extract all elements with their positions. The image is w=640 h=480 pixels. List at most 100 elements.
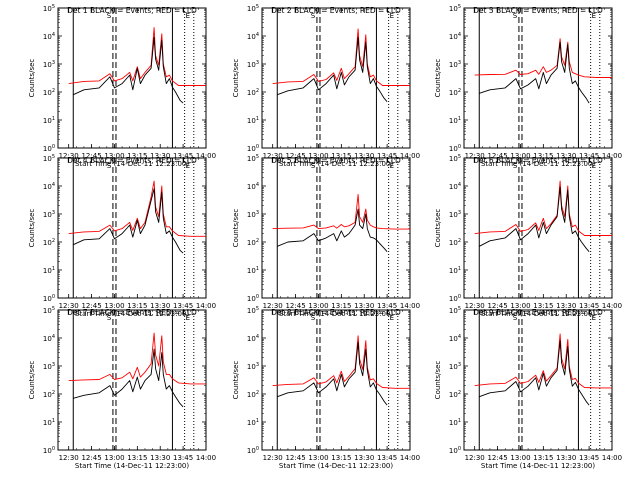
y-axis-label: Counts/sec: [28, 209, 36, 248]
x-tick-label: 13:30: [556, 302, 576, 310]
x-tick-label: 12:30: [59, 152, 79, 160]
x-tick-label: 13:00: [510, 454, 530, 462]
panel-title: Det 1 BLACK = Events, RED = LLD: [67, 6, 197, 15]
series-group: [474, 180, 612, 252]
y-tick-label: 101: [449, 418, 461, 427]
plot-frame: [261, 157, 411, 299]
x-tick-label: 13:45: [377, 152, 397, 160]
y-tick-label: 104: [449, 32, 461, 41]
y-tick-label: 102: [247, 390, 259, 399]
panel-title: Det 2 BLACK = Events, RED = LLD: [271, 6, 401, 15]
x-tick-label: 13:00: [308, 302, 328, 310]
marker-label-e: E: [186, 162, 190, 170]
x-tick-label: 13:00: [104, 152, 124, 160]
plot-frame: [57, 7, 207, 149]
x-axis-label: Start Time (14-Dec-11 12:23:00): [279, 462, 393, 470]
y-tick-label: 103: [449, 60, 461, 69]
panel-det-2: Det 2 BLACK = Events, RED = LLD 100 101 102…: [232, 4, 420, 168]
marker-label-s: S: [311, 12, 316, 20]
y-tick-label: 101: [247, 116, 259, 125]
panel-det-7: Det 7 BLACK = Events, RED = LLD 100 101 102…: [28, 306, 216, 470]
series-group: [474, 333, 612, 406]
marker-label-e: E: [390, 314, 394, 322]
y-tick-label: 103: [449, 362, 461, 371]
x-tick-label: 13:30: [556, 152, 576, 160]
series-lld-line: [474, 38, 612, 78]
y-tick-label: 100: [247, 144, 259, 153]
y-tick-label: 100: [43, 294, 55, 303]
y-tick-label: 102: [449, 88, 461, 97]
y-tick-label: 105: [449, 4, 461, 13]
marker-label-s: S: [107, 12, 112, 20]
series-events-line: [277, 341, 388, 406]
marker-label-s: S: [107, 162, 112, 170]
panel-title: Det 9 BLACK = Events, RED = LLD: [473, 308, 603, 317]
x-tick-label: 13:45: [579, 302, 599, 310]
x-tick-label: 13:30: [354, 302, 374, 310]
x-axis-label: Start Time (14-Dec-11 12:23:00): [75, 310, 189, 318]
marker-label-e: E: [390, 12, 394, 20]
x-tick-label: 13:30: [556, 454, 576, 462]
marker-label-s: S: [513, 162, 518, 170]
x-tick-label: 13:45: [579, 152, 599, 160]
y-tick-label: 104: [247, 182, 259, 191]
series-events-line: [479, 340, 590, 406]
y-tick-label: 101: [449, 116, 461, 125]
x-tick-label: 12:45: [285, 302, 305, 310]
panel-det-6: Det 6 BLACK = Events, RED = LLD 100 101 102…: [434, 154, 622, 318]
x-tick-label: 13:15: [533, 454, 553, 462]
x-tick-label: 12:30: [59, 454, 79, 462]
series-group: [68, 180, 206, 254]
series-group: [68, 332, 206, 408]
x-tick-label: 14:00: [400, 454, 420, 462]
x-tick-label: 14:00: [196, 454, 216, 462]
series-lld-line: [474, 333, 612, 389]
marker-label-s: S: [513, 12, 518, 20]
y-tick-label: 105: [43, 306, 55, 315]
panel-title: Det 3 BLACK = Events, RED = LLD: [473, 6, 603, 15]
x-tick-label: 13:00: [104, 454, 124, 462]
x-tick-label: 14:00: [196, 152, 216, 160]
y-tick-label: 100: [449, 144, 461, 153]
marker-label-e: E: [186, 314, 190, 322]
series-lld-line: [68, 27, 206, 86]
panel-title: Det 6 BLACK = Events, RED = LLD: [473, 156, 603, 165]
y-tick-label: 104: [449, 182, 461, 191]
y-tick-label: 102: [449, 238, 461, 247]
x-tick-label: 13:00: [510, 152, 530, 160]
panel-det-9: Det 9 BLACK = Events, RED = LLD 100 101 102…: [434, 306, 622, 470]
plot-frame: [57, 157, 207, 299]
series-lld-line: [272, 335, 410, 389]
series-lld-line: [474, 180, 612, 236]
x-tick-label: 12:30: [59, 302, 79, 310]
x-tick-label: 12:45: [487, 152, 507, 160]
x-tick-label: 14:00: [602, 454, 622, 462]
x-tick-label: 13:30: [150, 454, 170, 462]
x-tick-label: 13:15: [533, 152, 553, 160]
series-group: [474, 38, 612, 104]
series-events-line: [73, 36, 184, 104]
y-tick-label: 103: [43, 210, 55, 219]
y-tick-label: 100: [247, 446, 259, 455]
series-events-line: [73, 348, 184, 408]
y-axis-label: Counts/sec: [28, 361, 36, 400]
x-tick-label: 12:30: [263, 454, 283, 462]
x-tick-label: 13:00: [510, 302, 530, 310]
y-tick-label: 104: [43, 32, 55, 41]
y-tick-label: 102: [43, 88, 55, 97]
series-lld-line: [68, 180, 206, 237]
y-tick-label: 105: [247, 4, 259, 13]
marker-label-e: E: [592, 12, 596, 20]
plot-frame: [463, 157, 613, 299]
series-lld-line: [68, 332, 206, 385]
x-tick-label: 13:15: [331, 302, 351, 310]
x-tick-label: 13:15: [331, 454, 351, 462]
y-tick-label: 103: [247, 60, 259, 69]
x-tick-label: 12:30: [465, 152, 485, 160]
x-axis-label: Start Time (14-Dec-11 12:23:00): [481, 462, 595, 470]
marker-label-e: E: [592, 162, 596, 170]
y-tick-label: 104: [43, 182, 55, 191]
marker-label-s: S: [311, 162, 316, 170]
y-tick-label: 105: [449, 306, 461, 315]
